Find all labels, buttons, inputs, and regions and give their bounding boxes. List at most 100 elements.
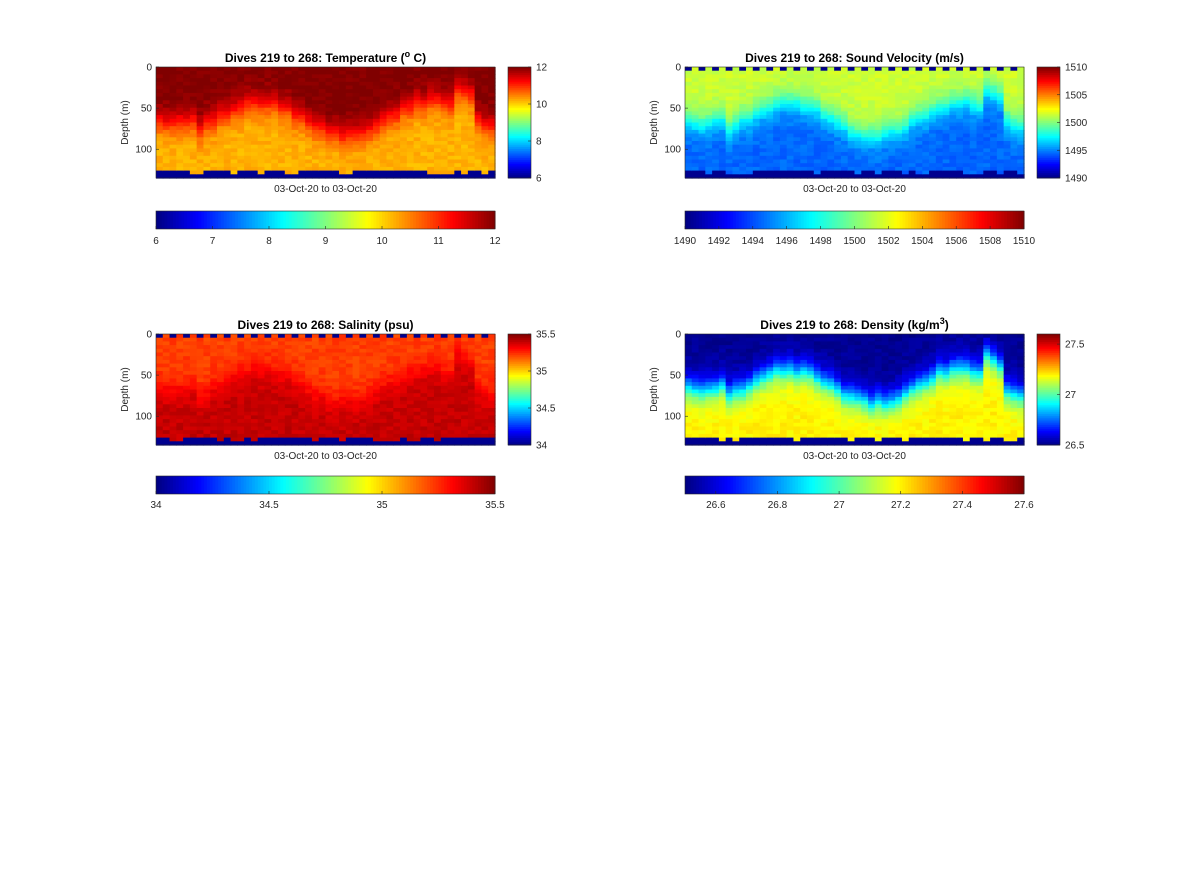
heatmap-cell [372,70,381,75]
heatmap-cell [712,141,720,146]
heatmap-cell [352,356,360,361]
heatmap-cell [318,163,327,168]
heatmap-cell [800,111,808,116]
heatmap-cell [352,148,360,153]
heatmap-cell [908,152,917,157]
heatmap-cell [162,141,171,146]
heatmap-cell [196,400,205,405]
heatmap-cell [488,385,496,391]
heatmap-cell [325,411,333,416]
heatmap-cell [156,133,164,138]
heatmap-cell [372,378,381,383]
heatmap-cell [488,166,496,172]
heatmap-cell [440,144,449,149]
heatmap-cell [461,341,469,346]
heatmap-cell [217,129,225,135]
heatmap-cell [990,96,998,101]
heatmap-cell [488,85,496,90]
heatmap-cell [800,155,808,161]
heatmap-cell [793,118,801,124]
heatmap-cell [393,148,401,153]
heatmap-cell [834,81,842,87]
heatmap-cell [725,141,734,146]
heatmap-cell [311,393,320,398]
heatmap-cell [332,111,340,116]
heatmap-cell [230,100,238,105]
heatmap-cell [352,111,360,116]
heatmap-cell [474,107,483,112]
heatmap-cell [278,107,286,112]
heatmap-cell [271,137,279,142]
heatmap-cell [189,170,198,175]
heatmap-cell [318,408,327,413]
heatmap-cell [691,126,700,131]
heatmap-cell [311,111,320,116]
heatmap-cell [264,155,272,161]
heatmap-cell [746,170,754,175]
heatmap-cell [467,104,476,109]
heatmap-cell [447,67,455,72]
heatmap-cell [406,159,415,164]
heatmap-cell [956,170,964,175]
heatmap-cell [433,174,442,179]
heatmap-cell [189,133,198,138]
colorbar-segment [704,211,709,229]
heatmap-cell [440,170,449,175]
heatmap-cell [203,411,211,416]
heatmap-cell [454,441,462,446]
heatmap-cell [325,148,333,153]
colorbar-segment [891,211,895,229]
heatmap-cell [888,92,896,98]
heatmap-cell [861,148,869,153]
heatmap-cell [718,78,727,83]
heatmap-cell [291,371,299,376]
heatmap-cell [311,148,320,153]
heatmap-cell [976,67,984,72]
heatmap-cell [685,159,693,164]
heatmap-cell [291,70,299,75]
heatmap-cell [705,126,713,131]
heatmap-cell [203,437,211,442]
heatmap-cell [739,100,747,105]
heatmap-cell [271,348,279,354]
heatmap-cell [271,163,279,168]
heatmap-cell [779,67,788,72]
heatmap-cell [461,159,469,164]
heatmap-cell [861,118,869,124]
colorbar-segment [365,211,369,229]
heatmap-cell [169,419,177,424]
heatmap-cell [366,411,374,416]
heatmap-cell [176,415,184,420]
heatmap-cell [881,118,889,124]
heatmap-cell [156,345,164,350]
heatmap-cell [372,74,381,79]
heatmap-cell [291,126,299,131]
heatmap-cell [854,166,862,172]
colorbar-segment [508,396,531,400]
heatmap-cell [318,148,327,153]
heatmap-cell [929,89,937,94]
heatmap-cell [834,137,842,142]
heatmap-cell [332,159,340,164]
heatmap-cell [271,341,279,346]
heatmap-cell [406,363,415,368]
heatmap-cell [447,148,455,153]
heatmap-cell [332,89,340,94]
heatmap-cell [359,107,367,112]
heatmap-cell [847,85,856,90]
heatmap-cell [196,426,205,431]
heatmap-cell [156,356,164,361]
heatmap-cell [732,163,740,168]
heatmap-cell [305,356,313,361]
heatmap-cell [908,70,917,75]
heatmap-cell [779,174,788,179]
heatmap-cell [433,70,442,75]
heatmap-cell [712,85,720,90]
colorbar-segment [1037,163,1060,166]
heatmap-cell [359,96,367,101]
heatmap-cell [305,334,313,339]
heatmap-cell [325,356,333,361]
heatmap-cell [366,78,374,83]
heatmap-cell [305,126,313,131]
heatmap-cell [345,104,354,109]
